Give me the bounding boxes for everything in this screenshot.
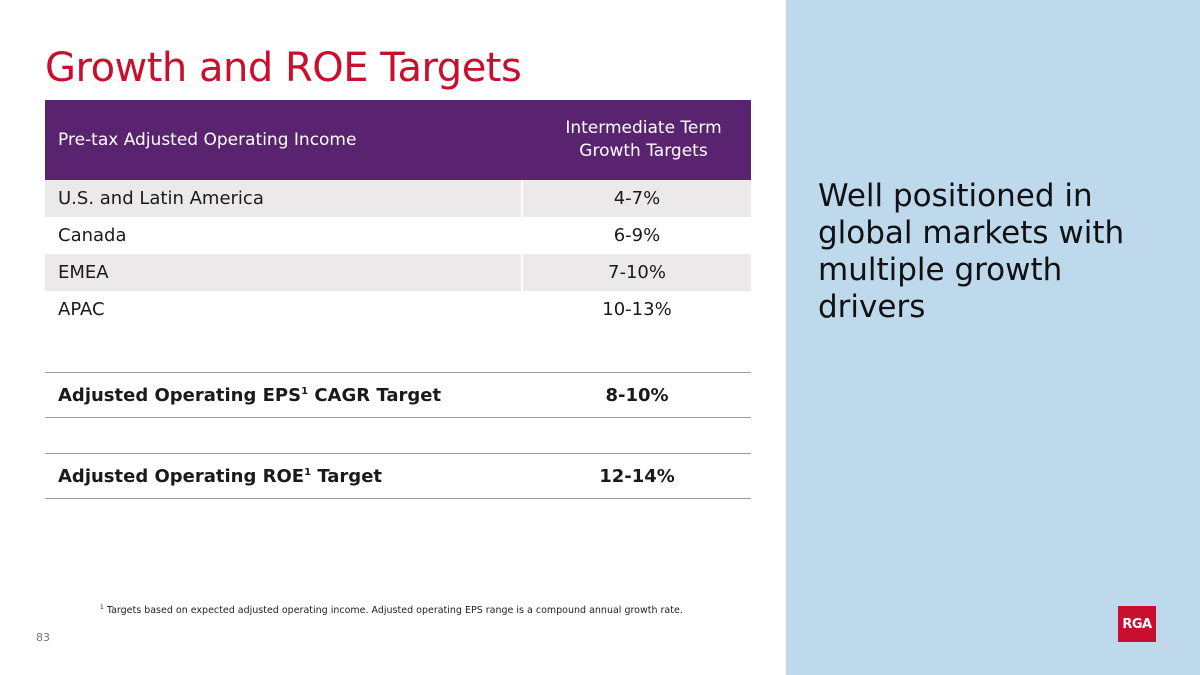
page-number: 83 <box>36 631 50 644</box>
footnote-marker: 1 <box>301 385 309 397</box>
table-row-canada: Canada 6-9% <box>45 217 751 254</box>
side-panel-tagline: Well positioned in global markets with m… <box>818 178 1125 325</box>
roe-target-row: Adjusted Operating ROE1 Target 12-14% <box>45 453 751 499</box>
growth-target-value: 4-7% <box>613 188 661 209</box>
region-label: U.S. and Latin America <box>45 180 523 217</box>
eps-target-value: 8-10% <box>605 384 669 406</box>
column-header-targets: Intermediate Term Growth Targets <box>565 118 722 161</box>
footnote: 1 Targets based on expected adjusted ope… <box>100 604 683 616</box>
growth-target-value: 6-9% <box>613 225 661 246</box>
roe-target-value: 12-14% <box>599 465 675 487</box>
table-header: Pre-tax Adjusted Operating Income Interm… <box>45 100 751 180</box>
eps-target-label: Adjusted Operating EPS1 CAGR Target <box>58 384 442 406</box>
region-label: EMEA <box>45 254 523 291</box>
eps-cagr-target-row: Adjusted Operating EPS1 CAGR Target 8-10… <box>45 372 751 418</box>
footnote-marker: 1 <box>304 466 312 478</box>
column-header-income: Pre-tax Adjusted Operating Income <box>58 130 357 150</box>
growth-target-value: 7-10% <box>608 262 666 283</box>
side-panel: Well positioned in global markets with m… <box>786 0 1200 675</box>
region-label: Canada <box>58 225 127 246</box>
rga-logo: RGA <box>1118 606 1156 642</box>
roe-target-label: Adjusted Operating ROE1 Target <box>58 465 383 487</box>
region-label: APAC <box>58 299 105 320</box>
table-row-us-latin-america: U.S. and Latin America 4-7% <box>45 180 751 217</box>
page-title: Growth and ROE Targets <box>45 45 522 91</box>
growth-target-value: 10-13% <box>602 299 672 320</box>
table-row-emea: EMEA 7-10% <box>45 254 751 291</box>
table-row-apac: APAC 10-13% <box>45 291 751 328</box>
